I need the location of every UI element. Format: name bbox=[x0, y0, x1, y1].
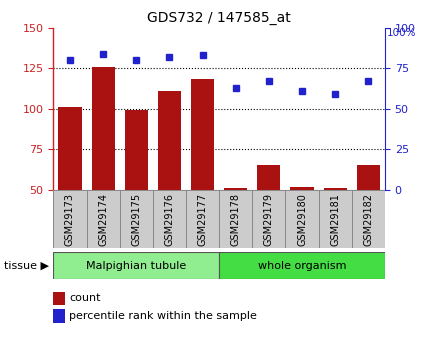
Text: GSM29180: GSM29180 bbox=[297, 193, 307, 246]
Text: tissue ▶: tissue ▶ bbox=[4, 261, 49, 270]
Bar bbox=[92, 67, 115, 190]
Bar bbox=[219, 252, 385, 279]
Text: whole organism: whole organism bbox=[258, 261, 346, 270]
Bar bbox=[191, 79, 214, 190]
Text: GSM29177: GSM29177 bbox=[198, 193, 207, 246]
Bar bbox=[153, 190, 186, 248]
Text: count: count bbox=[69, 294, 101, 303]
Bar bbox=[352, 190, 385, 248]
Bar bbox=[252, 190, 286, 248]
Bar bbox=[53, 252, 219, 279]
Bar bbox=[219, 190, 252, 248]
Bar bbox=[257, 166, 280, 190]
Text: Malpighian tubule: Malpighian tubule bbox=[86, 261, 186, 270]
Bar bbox=[120, 190, 153, 248]
Text: percentile rank within the sample: percentile rank within the sample bbox=[69, 311, 257, 321]
Title: GDS732 / 147585_at: GDS732 / 147585_at bbox=[147, 11, 291, 25]
Bar bbox=[357, 166, 380, 190]
Text: GSM29176: GSM29176 bbox=[165, 193, 174, 246]
Bar bbox=[319, 190, 352, 248]
Text: GSM29173: GSM29173 bbox=[65, 193, 75, 246]
Text: GSM29181: GSM29181 bbox=[330, 193, 340, 246]
Bar bbox=[86, 190, 120, 248]
Bar bbox=[53, 190, 86, 248]
Bar bbox=[186, 190, 219, 248]
Text: GSM29175: GSM29175 bbox=[131, 193, 141, 246]
Text: GSM29178: GSM29178 bbox=[231, 193, 241, 246]
Bar bbox=[224, 188, 247, 190]
Bar bbox=[324, 188, 347, 190]
Text: GSM29179: GSM29179 bbox=[264, 193, 274, 246]
Bar bbox=[158, 91, 181, 190]
Bar bbox=[125, 110, 148, 190]
Text: GSM29174: GSM29174 bbox=[98, 193, 108, 246]
Bar bbox=[58, 107, 81, 190]
Bar bbox=[291, 187, 314, 190]
Bar bbox=[286, 190, 319, 248]
Text: GSM29182: GSM29182 bbox=[364, 193, 373, 246]
Text: 100%: 100% bbox=[387, 28, 417, 38]
